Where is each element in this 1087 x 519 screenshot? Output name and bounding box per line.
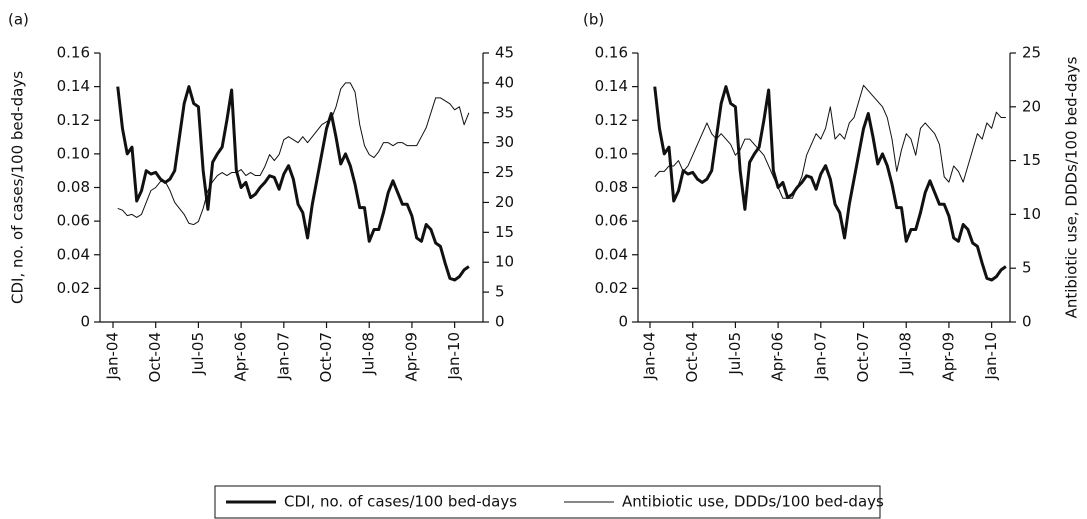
y-tick-label: 0.16 <box>57 44 90 62</box>
x-tick-label: Oct-04 <box>146 332 164 382</box>
series-line <box>654 84 1006 199</box>
y2-tick-label: 5 <box>1022 259 1032 277</box>
y2-tick-label: 0 <box>495 313 505 331</box>
x-tick-label: Jan-10 <box>445 332 463 381</box>
y2-tick-label: 25 <box>495 163 514 181</box>
y2-tick-label: 45 <box>495 44 514 62</box>
y2-tick-label: 0 <box>1022 313 1032 331</box>
y2-tick-label: 40 <box>495 73 514 91</box>
y2-tick-label: 10 <box>495 253 514 271</box>
y-tick-label: 0.16 <box>595 44 628 62</box>
legend-label: CDI, no. of cases/100 bed-days <box>284 493 517 511</box>
legend-label: Antibiotic use, DDDs/100 bed-days <box>622 493 884 511</box>
x-tick-label: Apr-09 <box>402 332 420 382</box>
x-tick-label: Jul-08 <box>360 332 378 376</box>
y2-tick-label: 30 <box>495 133 514 151</box>
y-tick-label: 0.12 <box>57 111 90 129</box>
legend-box <box>214 485 881 519</box>
x-tick-label: Apr-09 <box>939 332 957 382</box>
y-tick-label: 0.02 <box>595 279 628 297</box>
y2-tick-label: 15 <box>1022 151 1041 169</box>
y-tick-label: 0.02 <box>57 279 90 297</box>
y-tick-label: 0.08 <box>57 178 90 196</box>
x-tick-label: Jul-05 <box>189 332 207 376</box>
y-tick-label: 0.10 <box>57 144 90 162</box>
x-tick-label: Jul-05 <box>726 332 744 376</box>
y-tick-label: 0.06 <box>57 212 90 230</box>
x-tick-label: Jan-07 <box>811 332 829 381</box>
x-tick-label: Jan-04 <box>104 332 122 381</box>
y2-tick-label: 20 <box>495 193 514 211</box>
x-tick-label: Jan-04 <box>641 332 659 381</box>
y-tick-label: 0.08 <box>595 178 628 196</box>
x-tick-label: Jan-07 <box>274 332 292 381</box>
series-line <box>116 85 470 282</box>
x-tick-label: Jul-08 <box>897 332 915 376</box>
series-line <box>117 82 470 226</box>
x-tick-label: Oct-04 <box>683 332 701 382</box>
x-tick-label: Apr-06 <box>232 332 250 382</box>
series-line <box>653 85 1007 282</box>
x-tick-label: Jan-10 <box>982 332 1000 381</box>
panel-label: (a) <box>8 11 29 29</box>
panel-label: (b) <box>583 11 604 29</box>
x-tick-label: Apr-06 <box>769 332 787 382</box>
y2-tick-label: 35 <box>495 103 514 121</box>
y-axis-label: CDI, no. of cases/100 bed-days <box>9 71 27 304</box>
x-tick-label: Oct-07 <box>317 332 335 382</box>
y2-tick-label: 20 <box>1022 97 1041 115</box>
x-tick-label: Oct-07 <box>854 332 872 382</box>
y-tick-label: 0.14 <box>595 77 628 95</box>
y2-axis-label: Antibiotic use, DDDs/100 bed-days <box>1063 56 1081 318</box>
y-tick-label: 0.06 <box>595 212 628 230</box>
y2-tick-label: 25 <box>1022 44 1041 62</box>
y-tick-label: 0.12 <box>595 111 628 129</box>
y-tick-label: 0 <box>618 313 628 331</box>
y-tick-label: 0 <box>80 313 90 331</box>
y2-tick-label: 5 <box>495 283 505 301</box>
y-tick-label: 0.04 <box>595 245 628 263</box>
y-tick-label: 0.14 <box>57 77 90 95</box>
y-tick-label: 0.10 <box>595 144 628 162</box>
y-tick-label: 0.04 <box>57 245 90 263</box>
y2-tick-label: 10 <box>1022 205 1041 223</box>
y2-tick-label: 15 <box>495 223 514 241</box>
